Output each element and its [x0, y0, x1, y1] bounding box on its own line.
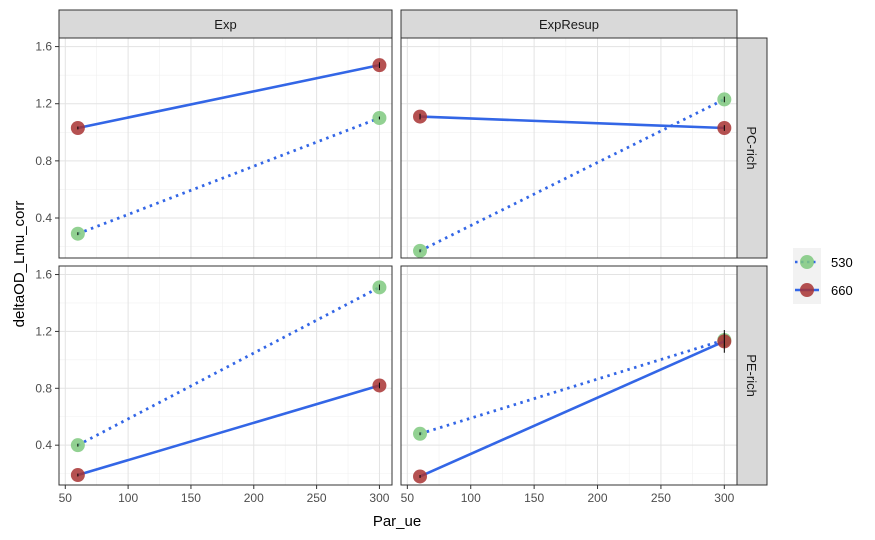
series-660-exp-pe-rich-line [77, 384, 380, 477]
series-530-expresup-pc-rich-line [419, 98, 725, 253]
y-tick-label: 0.8 [35, 381, 52, 395]
y-axis-title: deltaOD_Lmu_corr [11, 201, 28, 328]
facet-strip-label-expresup: ExpResup [539, 17, 599, 32]
x-tick-label: 200 [244, 491, 264, 505]
facet-strip-label-exp: Exp [214, 17, 236, 32]
facet-strip-label-pc-rich: PC-rich [744, 126, 759, 169]
series-530-exp-pc-rich-line [77, 116, 380, 236]
facet-strip-label-pe-rich: PE-rich [744, 354, 759, 397]
x-tick-label: 100 [118, 491, 138, 505]
x-tick-label: 300 [714, 491, 734, 505]
panel-expresup-pc-rich-border [400, 37, 738, 259]
facet-strip-exp [58, 9, 393, 39]
x-tick-label: 100 [461, 491, 481, 505]
x-tick-label: 250 [651, 491, 671, 505]
y-tick-label: 0.4 [35, 211, 52, 225]
x-tick-label: 150 [181, 491, 201, 505]
series-530-exp-pe-rich-line [77, 286, 381, 447]
panel-expresup-pe-rich [400, 265, 738, 486]
panel-exp-pc-rich [58, 37, 393, 259]
y-tick-label: 1.2 [35, 324, 52, 338]
y-tick-label: 1.2 [35, 97, 52, 111]
panel-exp-pe-rich [58, 265, 393, 486]
panel-expresup-pe-rich-background [401, 266, 737, 485]
panel-expresup-pc-rich [400, 37, 738, 259]
series-660-expresup-pe-rich-line [419, 340, 725, 478]
facet-strip-expresup [400, 9, 738, 39]
panel-exp-pe-rich-border [58, 265, 393, 486]
legend-point-530 [800, 255, 814, 269]
x-tick-label: 250 [307, 491, 327, 505]
panel-expresup-pc-rich-background [401, 38, 737, 258]
panel-exp-pc-rich-border [58, 37, 393, 259]
panel-exp-pe-rich-background [59, 266, 392, 485]
panel-exp-pc-rich-background [59, 38, 392, 258]
legend-label-530: 530 [831, 255, 853, 270]
x-tick-label: 150 [524, 491, 544, 505]
x-axis-title: Par_ue [373, 513, 421, 530]
y-axis: 0.4 0.8 1.2 1.6 0.4 0.8 1.2 1.6 [35, 40, 59, 452]
series-660-exp-pc-rich-line [77, 63, 380, 130]
x-tick-label: 200 [588, 491, 608, 505]
legend-label-660: 660 [831, 283, 853, 298]
facet-strip-pc-rich [736, 37, 768, 259]
y-tick-label: 1.6 [35, 40, 52, 54]
x-tick-label: 300 [369, 491, 389, 505]
y-tick-label: 0.8 [35, 154, 52, 168]
panel-expresup-pe-rich-border [400, 265, 738, 486]
facet-strip-pe-rich [736, 265, 768, 486]
x-tick-label: 50 [59, 491, 73, 505]
legend: 530 660 [793, 248, 853, 304]
y-tick-label: 0.4 [35, 438, 52, 452]
x-tick-label: 50 [401, 491, 415, 505]
y-tick-label: 1.6 [35, 268, 52, 282]
panels-layer: Exp ExpResup PC-rich PE-rich [58, 9, 768, 486]
x-axis: 50 100 150 200 250 300 50 100 150 200 250 300 [59, 485, 735, 505]
series-660-expresup-pc-rich-line [419, 115, 725, 130]
legend-point-660 [800, 283, 814, 297]
